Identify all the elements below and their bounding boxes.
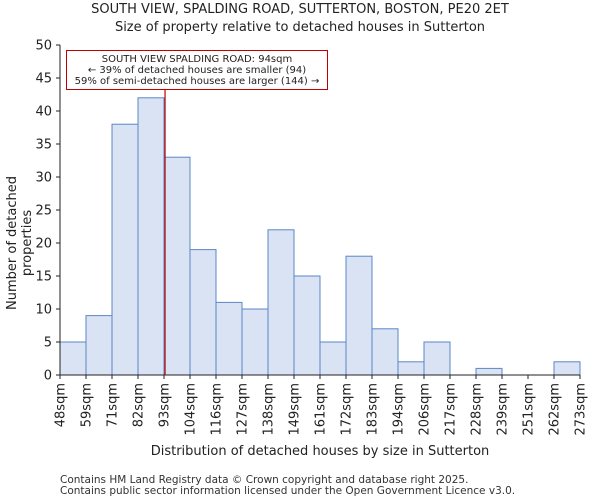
- chart-title: SOUTH VIEW, SPALDING ROAD, SUTTERTON, BO…: [91, 2, 509, 17]
- histogram-bar: [345, 255, 373, 376]
- histogram-bar: [241, 308, 269, 376]
- x-tick-label: 273sqm: [574, 383, 589, 436]
- histogram-bar: [293, 275, 321, 376]
- annotation-line-2: ← 39% of detached houses are smaller (94…: [87, 65, 307, 76]
- histogram-bar: [553, 361, 581, 376]
- x-tick-label: 93sqm: [158, 383, 173, 427]
- histogram-bar: [475, 367, 503, 376]
- y-tick-label: 10: [35, 303, 52, 318]
- histogram-bar: [319, 341, 347, 376]
- y-tick-label: 40: [35, 105, 52, 120]
- histogram-bar: [163, 156, 191, 376]
- annotation-line-3: 59% of semi-detached houses are larger (…: [74, 76, 320, 87]
- y-tick-label: 25: [35, 204, 52, 219]
- x-tick-label: 104sqm: [184, 383, 199, 436]
- x-tick-label: 183sqm: [366, 383, 381, 436]
- x-tick-label: 172sqm: [340, 383, 355, 436]
- y-tick-label: 45: [35, 72, 52, 87]
- x-tick-label: 251sqm: [522, 383, 537, 436]
- x-tick-label: 138sqm: [262, 383, 277, 436]
- x-tick-label: 59sqm: [80, 383, 95, 427]
- y-tick-label: 20: [35, 237, 52, 252]
- histogram-bar: [85, 315, 113, 376]
- x-tick-label: 194sqm: [392, 383, 407, 436]
- y-tick-label: 50: [35, 39, 52, 54]
- x-tick-label: 206sqm: [418, 383, 433, 436]
- y-axis-label: Number of detached properties: [5, 176, 35, 310]
- chart-subtitle: Size of property relative to detached ho…: [114, 20, 486, 35]
- histogram-bar: [111, 123, 139, 376]
- footer-copyright: Contains HM Land Registry data © Crown c…: [60, 474, 469, 486]
- histogram-bar: [397, 361, 425, 376]
- x-tick-label: 149sqm: [288, 383, 303, 436]
- x-tick-label: 71sqm: [106, 383, 121, 427]
- y-tick-label: 35: [35, 138, 52, 153]
- histogram-bar: [189, 249, 217, 376]
- footer-licence: Contains public sector information licen…: [60, 485, 516, 497]
- annotation-line-1: SOUTH VIEW SPALDING ROAD: 94sqm: [101, 54, 293, 65]
- y-tick-label: 0: [44, 369, 52, 384]
- x-tick-label: 161sqm: [314, 383, 329, 436]
- x-tick-label: 48sqm: [54, 383, 69, 427]
- x-tick-label: 239sqm: [496, 383, 511, 436]
- x-axis-label: Distribution of detached houses by size …: [150, 444, 490, 459]
- x-tick-label: 127sqm: [236, 383, 251, 436]
- y-tick-label: 15: [35, 270, 52, 285]
- histogram-bar: [59, 341, 87, 376]
- y-tick-label: 5: [44, 336, 52, 351]
- x-tick-label: 217sqm: [444, 383, 459, 436]
- x-tick-label: 262sqm: [548, 383, 563, 436]
- property-annotation-box: SOUTH VIEW SPALDING ROAD: 94sqm ← 39% of…: [66, 50, 328, 90]
- x-tick-label: 82sqm: [132, 383, 147, 427]
- x-tick-label: 116sqm: [210, 383, 225, 436]
- histogram-bar: [423, 341, 451, 376]
- histogram-bar: [137, 97, 165, 376]
- histogram-bar: [267, 229, 295, 376]
- histogram-bar: [371, 328, 399, 376]
- y-tick-label: 30: [35, 171, 52, 186]
- x-tick-label: 228sqm: [470, 383, 485, 436]
- histogram-bar: [215, 301, 243, 376]
